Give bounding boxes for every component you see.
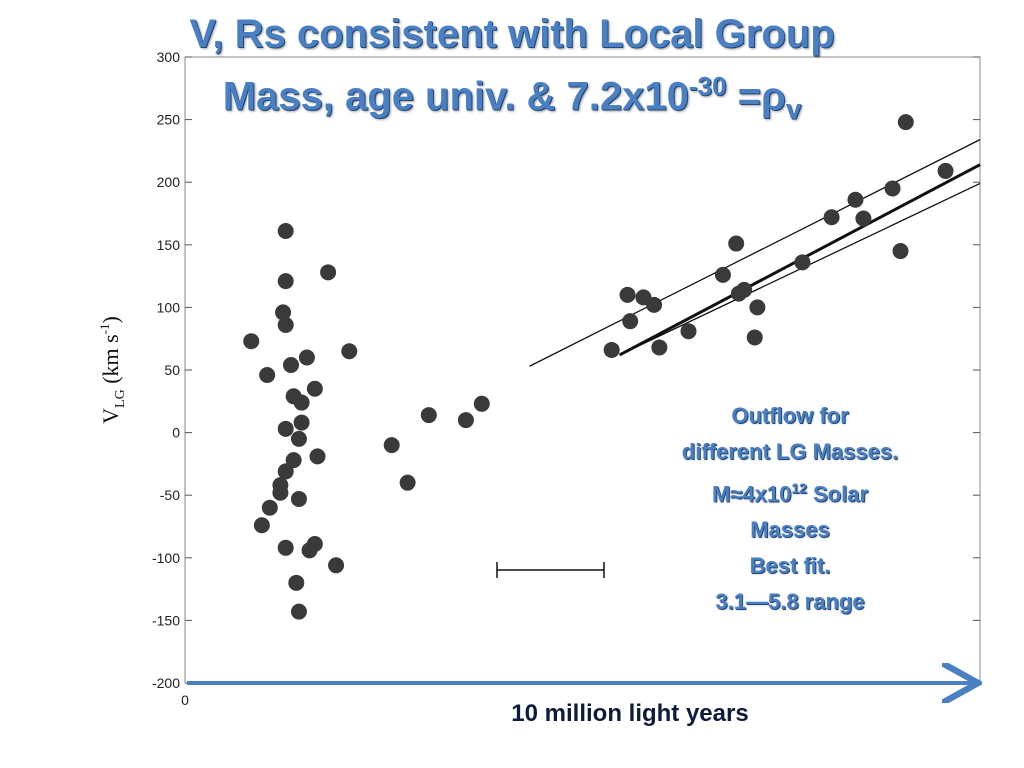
data-point — [277, 273, 294, 290]
chart-title-line2: Mass, age univ. & 7.2x10-30 =ρv — [0, 64, 1024, 131]
data-point — [253, 517, 270, 534]
data-point — [277, 223, 294, 240]
title-line2-exponent: -30 — [688, 71, 727, 101]
data-point — [651, 339, 668, 356]
x-axis-caption: 10 million light years — [511, 700, 749, 727]
data-point — [341, 343, 358, 360]
data-point — [680, 323, 697, 340]
annotation-mass: M≈4x10 — [711, 481, 792, 507]
data-point — [420, 407, 437, 424]
data-point — [603, 341, 620, 358]
title-line2-rho: =ρ — [726, 74, 786, 119]
data-point — [288, 574, 305, 591]
data-point — [847, 191, 864, 208]
chart-title-line1: V, Rs consistent with Local Group — [189, 12, 835, 56]
data-point — [293, 394, 310, 411]
y-tick-label: 50 — [164, 362, 180, 378]
plot-frame — [184, 56, 981, 684]
data-point — [855, 210, 872, 227]
data-point — [277, 539, 294, 556]
data-point — [473, 395, 490, 412]
data-point — [937, 162, 954, 179]
data-point — [884, 180, 901, 197]
data-point — [301, 542, 318, 559]
data-point — [892, 243, 909, 260]
data-point — [290, 490, 307, 507]
data-point — [261, 499, 278, 516]
data-point — [728, 235, 745, 252]
y-tick-label: 300 — [157, 49, 181, 65]
title-line2-subscript: v — [785, 93, 802, 125]
data-point — [290, 603, 307, 620]
data-point — [622, 313, 639, 330]
y-tick-label: 200 — [157, 174, 181, 190]
y-tick-label: -150 — [152, 612, 180, 628]
y-tick-label: 0 — [172, 425, 180, 441]
data-point — [714, 266, 731, 283]
data-point — [285, 452, 302, 469]
data-point — [794, 254, 811, 271]
annotation-block: Outflow for different LG Masses. M≈4x101… — [600, 398, 980, 620]
data-point — [293, 414, 310, 431]
data-point — [646, 296, 663, 313]
data-point — [383, 437, 400, 454]
data-point — [290, 430, 307, 447]
data-point — [619, 286, 636, 303]
annotation-exponent: 12 — [791, 480, 807, 496]
y-tick-label: 150 — [157, 237, 181, 253]
annotation-line: M≈4x1012 Solar — [600, 470, 980, 512]
data-point — [320, 264, 337, 281]
data-point — [298, 349, 315, 366]
fit-line-upper — [529, 139, 981, 367]
data-point — [399, 474, 416, 491]
annotation-line: Masses — [750, 517, 830, 543]
y-tick-label: 100 — [157, 299, 181, 315]
data-point — [328, 557, 345, 574]
data-point — [243, 333, 260, 350]
data-point — [259, 367, 276, 384]
data-points — [243, 114, 954, 620]
annotation-line: Outflow for — [731, 403, 849, 428]
data-point — [457, 412, 474, 429]
data-point — [306, 380, 323, 397]
data-point — [749, 299, 766, 316]
annotation-mass-unit: Solar — [806, 481, 869, 507]
title-line2-main: Mass, age univ. & 7.2x10 — [222, 74, 689, 119]
scale-bar — [496, 562, 605, 578]
data-point — [277, 316, 294, 333]
data-point — [272, 484, 289, 501]
y-axis-label: VLG (km s-1) — [97, 316, 128, 424]
annotation-line: different LG Masses. — [681, 439, 899, 464]
data-point — [897, 114, 914, 131]
data-point — [746, 329, 763, 346]
x-tick-label: 0 — [181, 692, 189, 708]
y-tick-label: 250 — [157, 112, 181, 128]
y-tick-label: -50 — [160, 487, 180, 503]
data-point — [283, 356, 299, 373]
data-point — [309, 448, 326, 465]
data-point — [275, 304, 292, 321]
annotation-line: 3.1—5.8 range — [715, 589, 865, 615]
y-tick-label: -100 — [152, 550, 180, 566]
annotation-line: Best fit. — [749, 553, 831, 579]
y-axis-ticks: -200 -150 -100 -50 0 50 100 150 200 250 300 — [152, 49, 980, 691]
data-point — [277, 420, 294, 437]
y-tick-label: -200 — [152, 675, 180, 691]
data-point — [823, 209, 840, 226]
data-point — [736, 281, 753, 298]
data-point — [277, 463, 294, 480]
